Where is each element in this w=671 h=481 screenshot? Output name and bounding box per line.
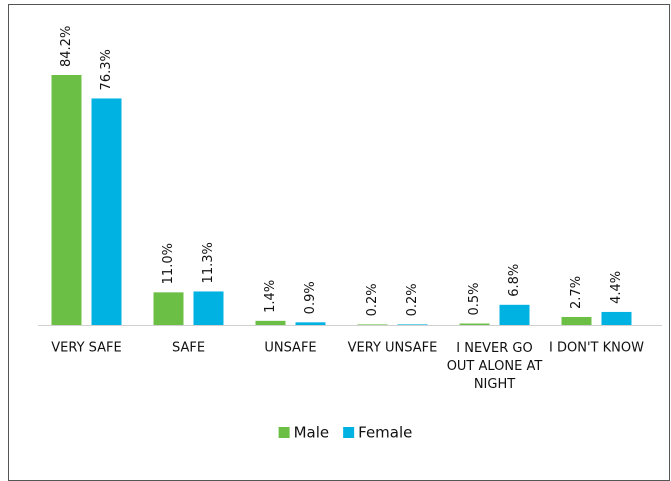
data-label: 4.4%	[609, 271, 624, 304]
legend-item: Female	[343, 424, 412, 442]
data-label: 0.9%	[303, 281, 318, 314]
bar	[459, 323, 490, 325]
data-label: 1.4%	[263, 280, 278, 313]
legend-item: Male	[278, 424, 330, 442]
legend-swatch	[278, 427, 290, 438]
x-tick-label-line: I NEVER GO	[456, 341, 532, 356]
legend-label: Male	[294, 424, 330, 442]
x-tick-label: UNSAFE	[264, 341, 316, 356]
x-tick-label: VERY SAFE	[51, 341, 121, 356]
x-tick-label: VERY UNSAFE	[348, 341, 438, 356]
data-label: 76.3%	[99, 49, 114, 90]
data-label: 6.8%	[507, 264, 522, 297]
legend-label: Female	[358, 424, 412, 442]
data-label: 0.2%	[405, 283, 420, 316]
data-label: 2.7%	[569, 276, 584, 309]
bar	[561, 316, 592, 325]
data-label: 0.2%	[365, 283, 380, 316]
data-label: 84.2%	[59, 26, 74, 67]
bar	[499, 304, 530, 325]
x-tick-label: I DON'T KNOW	[549, 341, 644, 356]
bar	[601, 311, 632, 325]
x-tick-label: SAFE	[172, 341, 205, 356]
x-tick-label: I NEVER GO OUT ALONE AT NIGHT	[447, 341, 543, 392]
data-label: 11.0%	[161, 243, 176, 284]
bar	[357, 324, 388, 325]
data-label: 11.3%	[201, 242, 216, 283]
legend-swatch	[343, 427, 355, 438]
bar	[153, 292, 184, 325]
bar	[295, 322, 326, 325]
bar	[51, 75, 82, 325]
bar	[91, 98, 122, 325]
bar	[193, 291, 224, 325]
data-label: 0.5%	[467, 282, 482, 315]
x-tick-label-line: OUT ALONE AT	[447, 359, 543, 374]
bar	[397, 324, 428, 325]
bar	[255, 320, 286, 325]
x-tick-label-line: NIGHT	[474, 377, 515, 392]
